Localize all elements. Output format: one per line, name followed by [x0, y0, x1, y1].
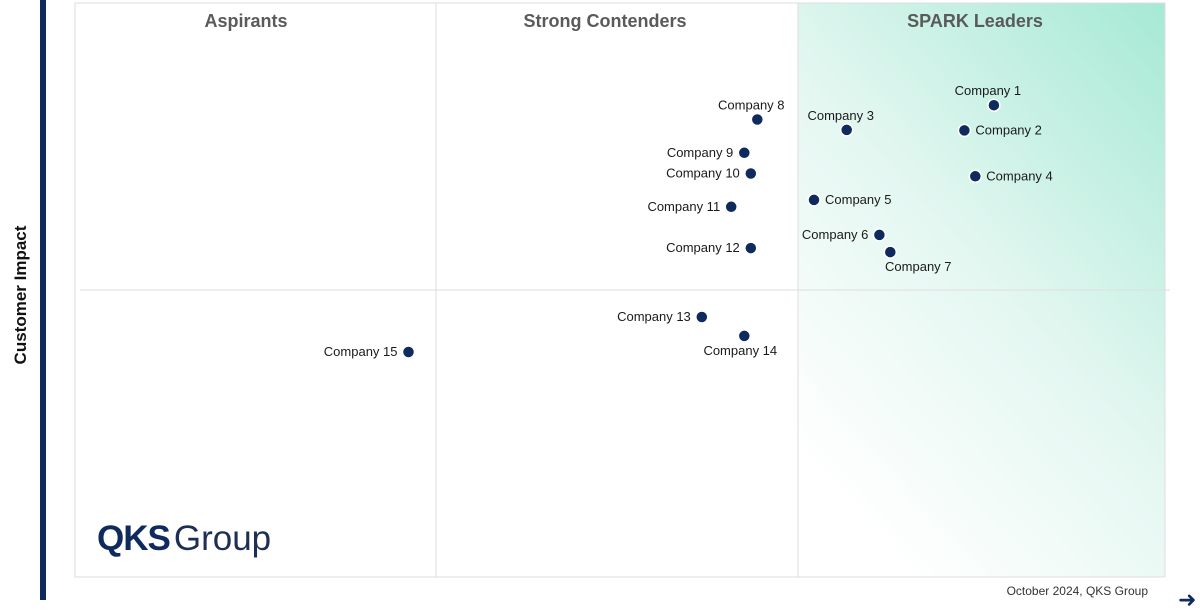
x-axis-arrow-icon: ➜: [1178, 587, 1197, 612]
data-point: [957, 123, 972, 138]
data-point-label: Company 14: [703, 343, 777, 358]
data-point: [872, 228, 887, 242]
points-layer: Company 1 Company 2 Company 3 Company 4 Comp…: [324, 83, 1053, 359]
data-point: [839, 123, 854, 137]
qks-group-logo: QKS Group: [97, 519, 271, 559]
y-axis-bar: [40, 0, 46, 600]
data-point: [744, 241, 758, 255]
data-point: [750, 112, 765, 127]
footer-credit: October 2024, QKS Group: [1006, 584, 1148, 598]
data-point-label: Company 2: [975, 122, 1041, 137]
logo-suffix: Group: [173, 519, 272, 558]
data-point-label: Company 1: [955, 83, 1021, 98]
data-point-label: Company 3: [807, 108, 873, 123]
data-point-label: Company 5: [825, 192, 891, 207]
data-point: [737, 329, 752, 343]
logo-brand: QKS: [97, 519, 171, 558]
data-point: [968, 169, 983, 184]
quadrant-title-spark-leaders: SPARK Leaders: [907, 11, 1043, 31]
data-point: [737, 146, 752, 160]
data-point-label: Company 10: [666, 166, 740, 181]
data-point-label: Company 4: [986, 168, 1052, 183]
data-point-label: Company 13: [617, 309, 691, 324]
data-point-label: Company 15: [324, 344, 398, 359]
data-point: [883, 245, 898, 259]
data-point-label: Company 6: [802, 227, 868, 242]
data-point: [724, 200, 738, 214]
data-point: [695, 310, 709, 324]
data-point-label: Company 11: [647, 199, 720, 214]
data-point-label: Company 12: [666, 240, 740, 255]
quadrant-title-strong-contenders: Strong Contenders: [523, 11, 686, 31]
quadrant-title-aspirants: Aspirants: [204, 11, 287, 31]
data-point: [744, 166, 758, 181]
data-point: [401, 345, 416, 359]
data-point: [807, 193, 821, 207]
data-point: [987, 98, 1001, 112]
data-point-label: Company 8: [718, 98, 784, 113]
data-point-label: Company 9: [667, 145, 733, 160]
data-point-label: Company 7: [885, 259, 951, 274]
